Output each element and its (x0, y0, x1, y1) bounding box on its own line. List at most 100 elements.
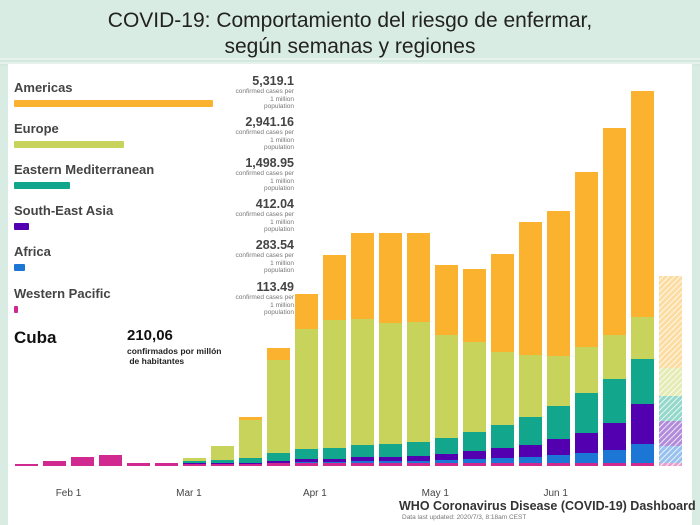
bar-segment-europe[interactable] (575, 347, 598, 393)
bar-segment-western-pacific[interactable] (323, 463, 346, 466)
bar-segment-eastern-mediterranean[interactable] (407, 442, 430, 456)
bar-segment-south-east-asia[interactable] (323, 459, 346, 462)
bar-segment-south-east-asia[interactable] (239, 463, 262, 464)
bar-segment-western-pacific[interactable] (211, 464, 234, 466)
bar-segment-europe[interactable] (239, 420, 262, 458)
bar-segment-south-east-asia[interactable] (407, 456, 430, 461)
bar-segment-americas[interactable] (519, 222, 542, 355)
bar-segment-europe[interactable] (351, 319, 374, 445)
bar-segment-europe[interactable] (463, 342, 486, 432)
bar-segment-europe[interactable] (603, 335, 626, 379)
bar-segment-western-pacific[interactable] (575, 463, 598, 466)
bar-segment-americas[interactable] (295, 294, 318, 329)
bar-segment-africa[interactable] (295, 462, 318, 463)
bar-segment-europe[interactable] (519, 355, 542, 417)
bar-segment-europe[interactable] (435, 335, 458, 438)
bar-segment-south-east-asia[interactable] (631, 404, 654, 444)
bar-segment-eastern-mediterranean[interactable] (603, 379, 626, 423)
bar-segment-eastern-mediterranean[interactable] (267, 453, 290, 461)
bar-segment-south-east-asia[interactable] (603, 423, 626, 450)
bar-segment-americas[interactable] (351, 233, 374, 319)
bar-segment-south-east-asia[interactable] (379, 457, 402, 461)
bar-segment-western-pacific[interactable] (631, 463, 654, 466)
bar-segment-americas[interactable] (239, 417, 262, 420)
bar-segment-europe[interactable] (323, 320, 346, 448)
bar-segment-western-pacific[interactable] (15, 464, 38, 466)
bar-segment-south-east-asia[interactable] (547, 439, 570, 455)
bar-segment-americas[interactable] (631, 91, 654, 317)
bar-segment-americas[interactable] (267, 348, 290, 360)
bar-segment-europe[interactable] (211, 446, 234, 460)
bar-segment-americas[interactable] (547, 211, 570, 356)
bar-segment-eastern-mediterranean[interactable] (351, 445, 374, 457)
bar-segment-western-pacific[interactable] (127, 463, 150, 466)
bar-segment-western-pacific[interactable] (267, 463, 290, 466)
bar-segment-africa[interactable] (491, 458, 514, 463)
bar-segment-eastern-mediterranean[interactable] (295, 449, 318, 459)
bar-segment-western-pacific[interactable] (71, 457, 94, 466)
bar-segment-eastern-mediterranean[interactable] (323, 448, 346, 459)
bar-segment-eastern-mediterranean[interactable] (211, 460, 234, 463)
bar-segment-western-pacific[interactable] (183, 464, 206, 466)
bar-segment-africa[interactable] (603, 450, 626, 463)
bar-segment-americas[interactable] (463, 269, 486, 342)
bar-segment-eastern-mediterranean[interactable] (463, 432, 486, 451)
bar-segment-western-pacific[interactable] (547, 463, 570, 466)
bar-segment-africa[interactable] (575, 453, 598, 463)
bar-segment-europe[interactable] (379, 323, 402, 444)
bar-segment-western-pacific[interactable] (407, 463, 430, 466)
bar-segment-western-pacific[interactable] (435, 463, 458, 466)
bar-segment-south-east-asia[interactable] (295, 459, 318, 462)
bar-segment-africa[interactable] (463, 459, 486, 463)
bar-segment-americas[interactable] (491, 254, 514, 352)
bar-segment-western-pacific[interactable] (99, 455, 122, 466)
bar-segment-americas[interactable] (603, 128, 626, 335)
bar-segment-eastern-mediterranean[interactable] (491, 425, 514, 448)
bar-segment-western-pacific[interactable] (491, 463, 514, 466)
bar-segment-western-pacific[interactable] (603, 463, 626, 466)
bar-segment-africa[interactable] (351, 461, 374, 463)
bar-segment-south-east-asia[interactable] (351, 457, 374, 461)
bar-segment-europe[interactable] (183, 458, 206, 461)
bar-segment-europe[interactable] (407, 322, 430, 442)
bar-segment-south-east-asia[interactable] (519, 445, 542, 457)
bar-segment-americas[interactable] (435, 265, 458, 335)
bar-segment-africa[interactable] (407, 461, 430, 463)
bar-segment-eastern-mediterranean[interactable] (519, 417, 542, 445)
bar-segment-south-east-asia[interactable] (575, 433, 598, 453)
bar-segment-africa[interactable] (379, 461, 402, 463)
bar-segment-europe[interactable] (267, 360, 290, 453)
bar-segment-eastern-mediterranean[interactable] (183, 461, 206, 463)
bar-segment-africa[interactable] (547, 455, 570, 463)
bar-segment-eastern-mediterranean[interactable] (575, 393, 598, 433)
bar-segment-europe[interactable] (631, 317, 654, 359)
bar-segment-americas[interactable] (379, 233, 402, 323)
bar-segment-western-pacific[interactable] (379, 463, 402, 466)
bar-segment-south-east-asia[interactable] (491, 448, 514, 458)
bar-segment-americas[interactable] (323, 255, 346, 320)
bar-segment-western-pacific[interactable] (239, 464, 262, 466)
bar-segment-eastern-mediterranean[interactable] (239, 458, 262, 463)
bar-segment-western-pacific[interactable] (43, 461, 66, 466)
bar-segment-western-pacific[interactable] (519, 463, 542, 466)
bar-segment-western-pacific[interactable] (351, 463, 374, 466)
bar-segment-south-east-asia[interactable] (267, 461, 290, 463)
bar-segment-western-pacific[interactable] (463, 463, 486, 466)
bar-segment-africa[interactable] (323, 462, 346, 463)
bar-segment-eastern-mediterranean[interactable] (631, 359, 654, 404)
bar-segment-europe[interactable] (491, 352, 514, 425)
bar-segment-south-east-asia[interactable] (435, 454, 458, 460)
bar-segment-americas[interactable] (575, 172, 598, 347)
bar-segment-south-east-asia[interactable] (211, 463, 234, 464)
bar-segment-europe[interactable] (547, 356, 570, 406)
bar-segment-south-east-asia[interactable] (183, 463, 206, 464)
bar-segment-eastern-mediterranean[interactable] (547, 406, 570, 439)
bar-segment-africa[interactable] (519, 457, 542, 463)
bar-segment-south-east-asia[interactable] (463, 451, 486, 459)
bar-segment-eastern-mediterranean[interactable] (379, 444, 402, 457)
bar-segment-americas[interactable] (407, 233, 430, 322)
bar-segment-africa[interactable] (435, 460, 458, 463)
bar-segment-eastern-mediterranean[interactable] (435, 438, 458, 454)
bar-segment-western-pacific[interactable] (155, 463, 178, 466)
bar-segment-western-pacific[interactable] (295, 463, 318, 466)
